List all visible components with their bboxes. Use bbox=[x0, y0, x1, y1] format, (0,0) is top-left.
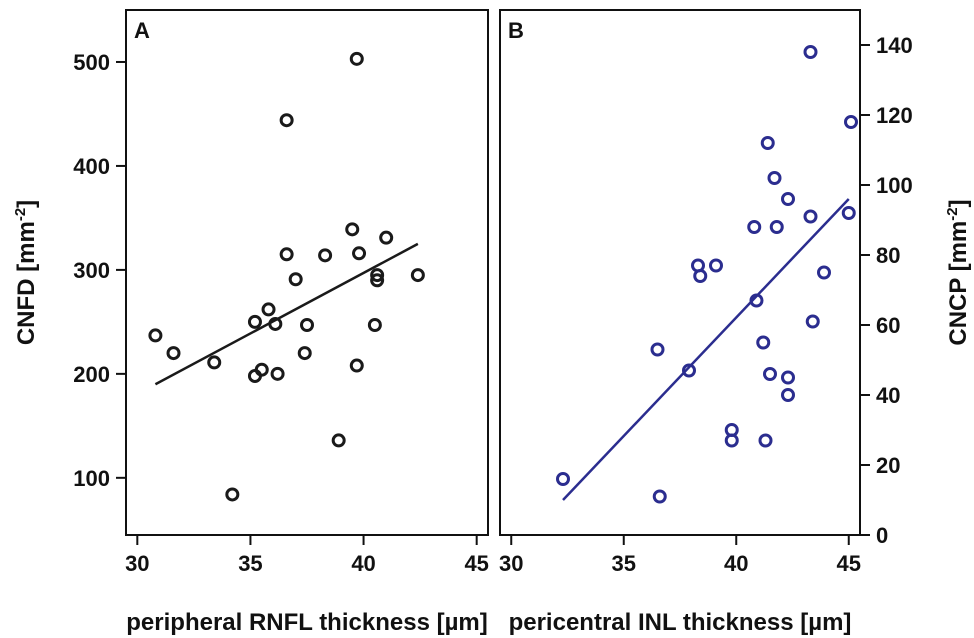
plot-frame bbox=[125, 9, 489, 536]
y-tick-label: 60 bbox=[876, 313, 900, 338]
data-point bbox=[803, 45, 818, 59]
x-tick-label: 45 bbox=[837, 551, 861, 576]
data-point bbox=[370, 268, 385, 283]
y-axis-label: CNFD [mm-2] bbox=[12, 200, 40, 345]
y-tick-label: 400 bbox=[73, 154, 110, 179]
y-tick-label: 120 bbox=[876, 103, 913, 128]
data-point bbox=[166, 346, 181, 361]
data-point bbox=[769, 220, 784, 234]
data-point bbox=[652, 489, 667, 504]
data-point bbox=[841, 206, 856, 220]
panel-a: A 30 35 40 45 100 200 300 400 500 peripheral RNFL … bbox=[12, 9, 489, 636]
data-point bbox=[781, 192, 795, 206]
y-axis-label-end: ] bbox=[945, 199, 972, 207]
data-point bbox=[781, 370, 795, 385]
data-point bbox=[318, 248, 333, 263]
y-tick-label: 100 bbox=[73, 466, 110, 491]
data-point bbox=[817, 265, 831, 280]
data-point bbox=[207, 355, 222, 370]
data-point bbox=[270, 366, 285, 381]
regression-line bbox=[562, 198, 850, 501]
data-point bbox=[300, 318, 314, 332]
data-point bbox=[844, 115, 858, 129]
data-point bbox=[379, 230, 394, 245]
y-tick-label: 0 bbox=[876, 523, 888, 548]
x-tick-label: 40 bbox=[351, 551, 375, 576]
data-point bbox=[767, 171, 782, 185]
y-tick-label: 140 bbox=[876, 33, 913, 58]
data-point bbox=[763, 367, 777, 381]
data-point bbox=[268, 316, 283, 331]
data-point bbox=[650, 342, 665, 357]
data-point bbox=[352, 246, 367, 261]
data-point bbox=[556, 472, 570, 486]
x-axis-label: peripheral RNFL thickness [µm] bbox=[126, 609, 487, 636]
panel-b: B 30 35 40 45 0 20 40 60 80 100 120 140 pericentral I… bbox=[499, 9, 972, 636]
data-point bbox=[148, 328, 163, 343]
data-point bbox=[747, 220, 762, 234]
data-point bbox=[781, 388, 795, 402]
y-axis-label-main: CNFD [mm bbox=[13, 221, 40, 345]
y-tick-label: 200 bbox=[73, 362, 110, 387]
x-tick-label: 30 bbox=[125, 551, 149, 576]
data-point bbox=[261, 302, 276, 317]
data-point bbox=[349, 358, 364, 373]
data-point bbox=[760, 136, 775, 150]
y-tick-label: 40 bbox=[876, 383, 900, 408]
panel-label: B bbox=[508, 18, 524, 43]
data-point bbox=[709, 258, 723, 273]
data-point bbox=[370, 273, 385, 288]
y-tick-label: 80 bbox=[876, 243, 900, 268]
y-tick-label: 300 bbox=[73, 258, 110, 283]
data-point bbox=[254, 362, 269, 377]
data-point bbox=[345, 222, 360, 237]
x-axis-label: pericentral INL thickness [µm] bbox=[509, 609, 852, 636]
data-point bbox=[693, 269, 708, 283]
data-point bbox=[756, 335, 771, 350]
regression-line bbox=[154, 242, 419, 386]
data-point bbox=[410, 268, 425, 283]
x-tick-label: 40 bbox=[724, 551, 748, 576]
panel-label: A bbox=[134, 18, 150, 43]
data-point bbox=[297, 346, 312, 361]
y-axis-label-main: CNCP [mm bbox=[945, 221, 972, 346]
data-point bbox=[367, 318, 382, 332]
data-point bbox=[247, 314, 262, 329]
x-tick-label: 30 bbox=[499, 551, 523, 576]
y-axis-label-sup: -2 bbox=[944, 207, 961, 220]
data-point bbox=[279, 113, 294, 128]
y-axis-label: CNCP [mm-2] bbox=[944, 199, 972, 345]
data-point bbox=[331, 433, 346, 448]
plot-frame bbox=[499, 9, 861, 536]
data-point bbox=[279, 247, 294, 262]
y-axis-label-end: ] bbox=[13, 200, 40, 208]
data-point bbox=[749, 293, 764, 308]
y-tick-label: 100 bbox=[876, 173, 913, 198]
data-point bbox=[724, 433, 739, 448]
data-point bbox=[225, 487, 240, 502]
data-point bbox=[682, 363, 696, 378]
data-point bbox=[805, 314, 820, 329]
x-tick-label: 35 bbox=[238, 551, 262, 576]
y-axis-label-sup: -2 bbox=[12, 208, 29, 221]
data-point bbox=[288, 272, 303, 287]
data-point bbox=[803, 209, 818, 224]
data-point bbox=[758, 433, 773, 448]
x-tick-label: 35 bbox=[612, 551, 636, 576]
y-tick-label: 20 bbox=[876, 453, 900, 478]
x-tick-label: 45 bbox=[464, 551, 488, 576]
y-tick-label: 500 bbox=[73, 50, 110, 75]
data-point bbox=[349, 51, 364, 66]
